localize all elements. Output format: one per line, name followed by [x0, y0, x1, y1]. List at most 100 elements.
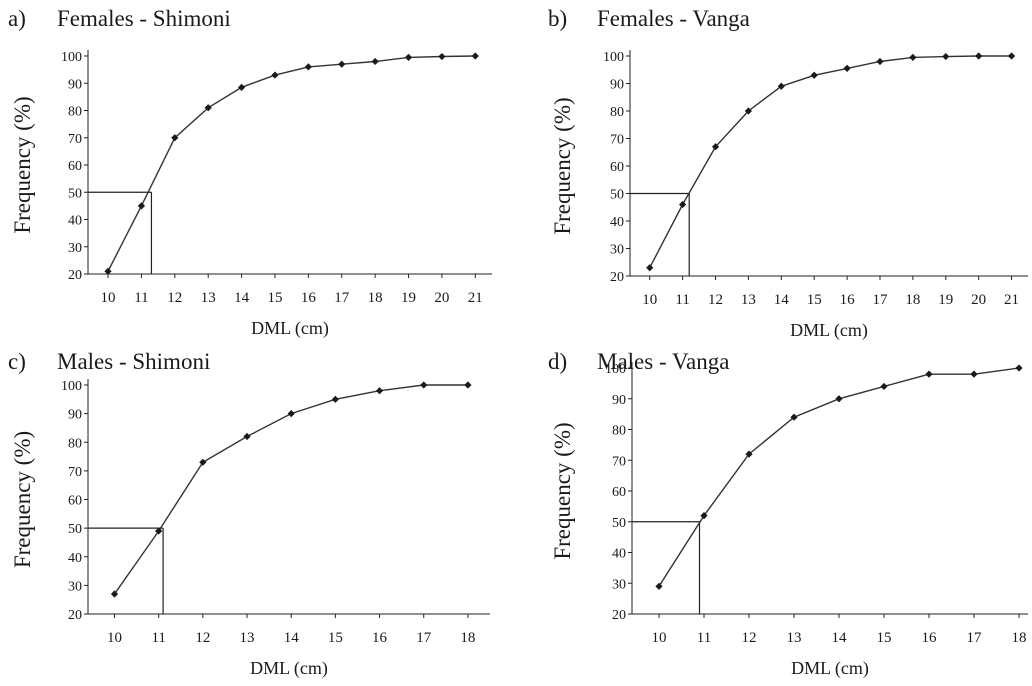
data-point [110, 590, 119, 598]
data-point [909, 53, 917, 61]
y-tick-label: 70 [68, 465, 82, 480]
y-tick-label: 100 [61, 50, 82, 65]
x-tick-label: 19 [938, 292, 953, 308]
y-tick-label: 80 [612, 424, 626, 439]
y-tick-label: 70 [610, 133, 624, 148]
x-tick-label: 15 [328, 630, 343, 646]
chart-title: Males - Vanga [597, 349, 730, 374]
x-tick-label: 14 [774, 292, 790, 308]
data-point [1007, 52, 1016, 60]
data-point [271, 71, 279, 79]
y-tick-label: 80 [68, 436, 82, 451]
chart-panel-males-vanga: d) Males - Vanga 20 30 40 50 60 70 80 90 100 10 11… [540, 343, 1032, 686]
y-tick-label: 20 [68, 268, 82, 283]
x-tick-label: 18 [1012, 630, 1027, 646]
y-tick-label: 40 [68, 214, 82, 229]
line-chart-svg: 20 30 40 50 60 70 80 90 100 10 11 12 13 14 15 16 17 18 DML… [10, 379, 490, 679]
x-axis-label: DML (cm) [250, 658, 328, 679]
series-line [107, 55, 476, 272]
y-tick-label: 30 [68, 241, 82, 256]
x-tick-label: 20 [434, 290, 449, 306]
data-point [104, 267, 112, 275]
y-tick-label: 60 [68, 159, 82, 174]
x-tick-label: 13 [240, 630, 255, 646]
panel-letter: c) [8, 349, 26, 374]
data-point [287, 410, 295, 418]
x-tick-label: 11 [134, 290, 148, 306]
x-tick-label: 18 [368, 290, 383, 306]
y-tick-label: 70 [612, 454, 626, 469]
x-tick-label: 16 [301, 290, 317, 306]
y-tick-label: 30 [612, 577, 626, 592]
x-tick-label: 20 [971, 292, 986, 308]
y-tick-label: 30 [68, 579, 82, 594]
panel-letter: a) [8, 6, 26, 31]
chart-title: Males - Shimoni [57, 349, 211, 374]
data-point [199, 458, 207, 466]
data-point [404, 53, 413, 61]
data-point [880, 382, 888, 391]
panel-letter: d) [548, 349, 568, 374]
x-axis-label: DML (cm) [251, 318, 329, 339]
x-tick-label: 16 [840, 292, 856, 308]
data-point [876, 57, 884, 66]
x-tick-label: 13 [201, 290, 216, 306]
data-point [331, 395, 339, 403]
x-tick-label: 10 [642, 292, 657, 308]
x-tick-label: 17 [416, 630, 432, 646]
x-tick-label: 15 [807, 292, 822, 308]
x-tick-label: 14 [284, 630, 300, 646]
data-point [471, 52, 479, 60]
x-tick-label: 10 [652, 630, 667, 646]
y-tick-label: 100 [603, 50, 624, 65]
y-tick-label: 90 [68, 408, 82, 423]
line-chart-svg: 20 30 40 50 60 70 80 90 100 10 11 12 13 14 15 16 17 18 DML… [550, 362, 1028, 679]
x-axis-label: DML (cm) [791, 658, 869, 679]
y-axis-label: Frequency (%) [550, 97, 575, 234]
y-tick-label: 40 [68, 551, 82, 566]
data-point [137, 202, 146, 210]
y-tick-label: 60 [612, 485, 626, 500]
chart-panel-females-vanga: b) Females - Vanga 20 30 40 50 60 70 80 90 100 10… [540, 0, 1032, 343]
x-axis-label: DML (cm) [790, 320, 868, 341]
panel-letter: b) [548, 6, 568, 31]
chart-panel-males-shimoni: c) Males - Shimoni 20 30 40 50 60 70 80 90 100 10… [0, 343, 516, 686]
y-tick-label: 100 [605, 362, 626, 377]
x-tick-label: 14 [234, 290, 250, 306]
data-point [420, 381, 428, 389]
y-tick-label: 70 [68, 132, 82, 147]
data-point [790, 413, 798, 421]
line-chart-svg: 20 30 40 50 60 70 80 90 100 10 11 12 13 14 15 16 17 18 19 2… [550, 50, 1028, 341]
line-chart-svg: 20 30 40 50 60 70 80 90 100 10 11 12 13 14 15 16 17 18 19 2… [10, 50, 492, 339]
data-point [975, 52, 983, 60]
data-point [970, 370, 978, 378]
data-point [925, 370, 933, 378]
data-point [371, 57, 379, 66]
data-point [1015, 364, 1023, 372]
y-axis-label: Frequency (%) [550, 422, 575, 559]
y-tick-label: 100 [61, 379, 82, 394]
data-point [679, 200, 687, 209]
data-point [243, 432, 251, 441]
x-tick-label: 17 [967, 630, 983, 646]
x-tick-label: 16 [922, 630, 938, 646]
y-tick-label: 30 [610, 243, 624, 258]
data-point [155, 527, 163, 535]
data-point [338, 60, 346, 68]
chart-panel-females-shimoni: a) Females - Shimoni 20 30 40 50 60 70 80 90 100… [0, 0, 516, 343]
x-tick-label: 12 [167, 290, 182, 306]
x-tick-label: 18 [460, 630, 475, 646]
data-point [204, 104, 212, 112]
x-tick-label: 17 [334, 290, 350, 306]
data-point [655, 582, 663, 590]
x-tick-label: 10 [107, 630, 122, 646]
x-tick-label: 18 [905, 292, 920, 308]
chart-title: Females - Shimoni [57, 6, 231, 31]
y-tick-label: 90 [612, 393, 626, 408]
x-tick-label: 15 [877, 630, 892, 646]
y-tick-label: 40 [610, 215, 624, 230]
series-line [649, 55, 1012, 269]
data-point [171, 134, 179, 142]
y-tick-label: 50 [610, 188, 624, 203]
y-tick-label: 80 [68, 105, 82, 120]
